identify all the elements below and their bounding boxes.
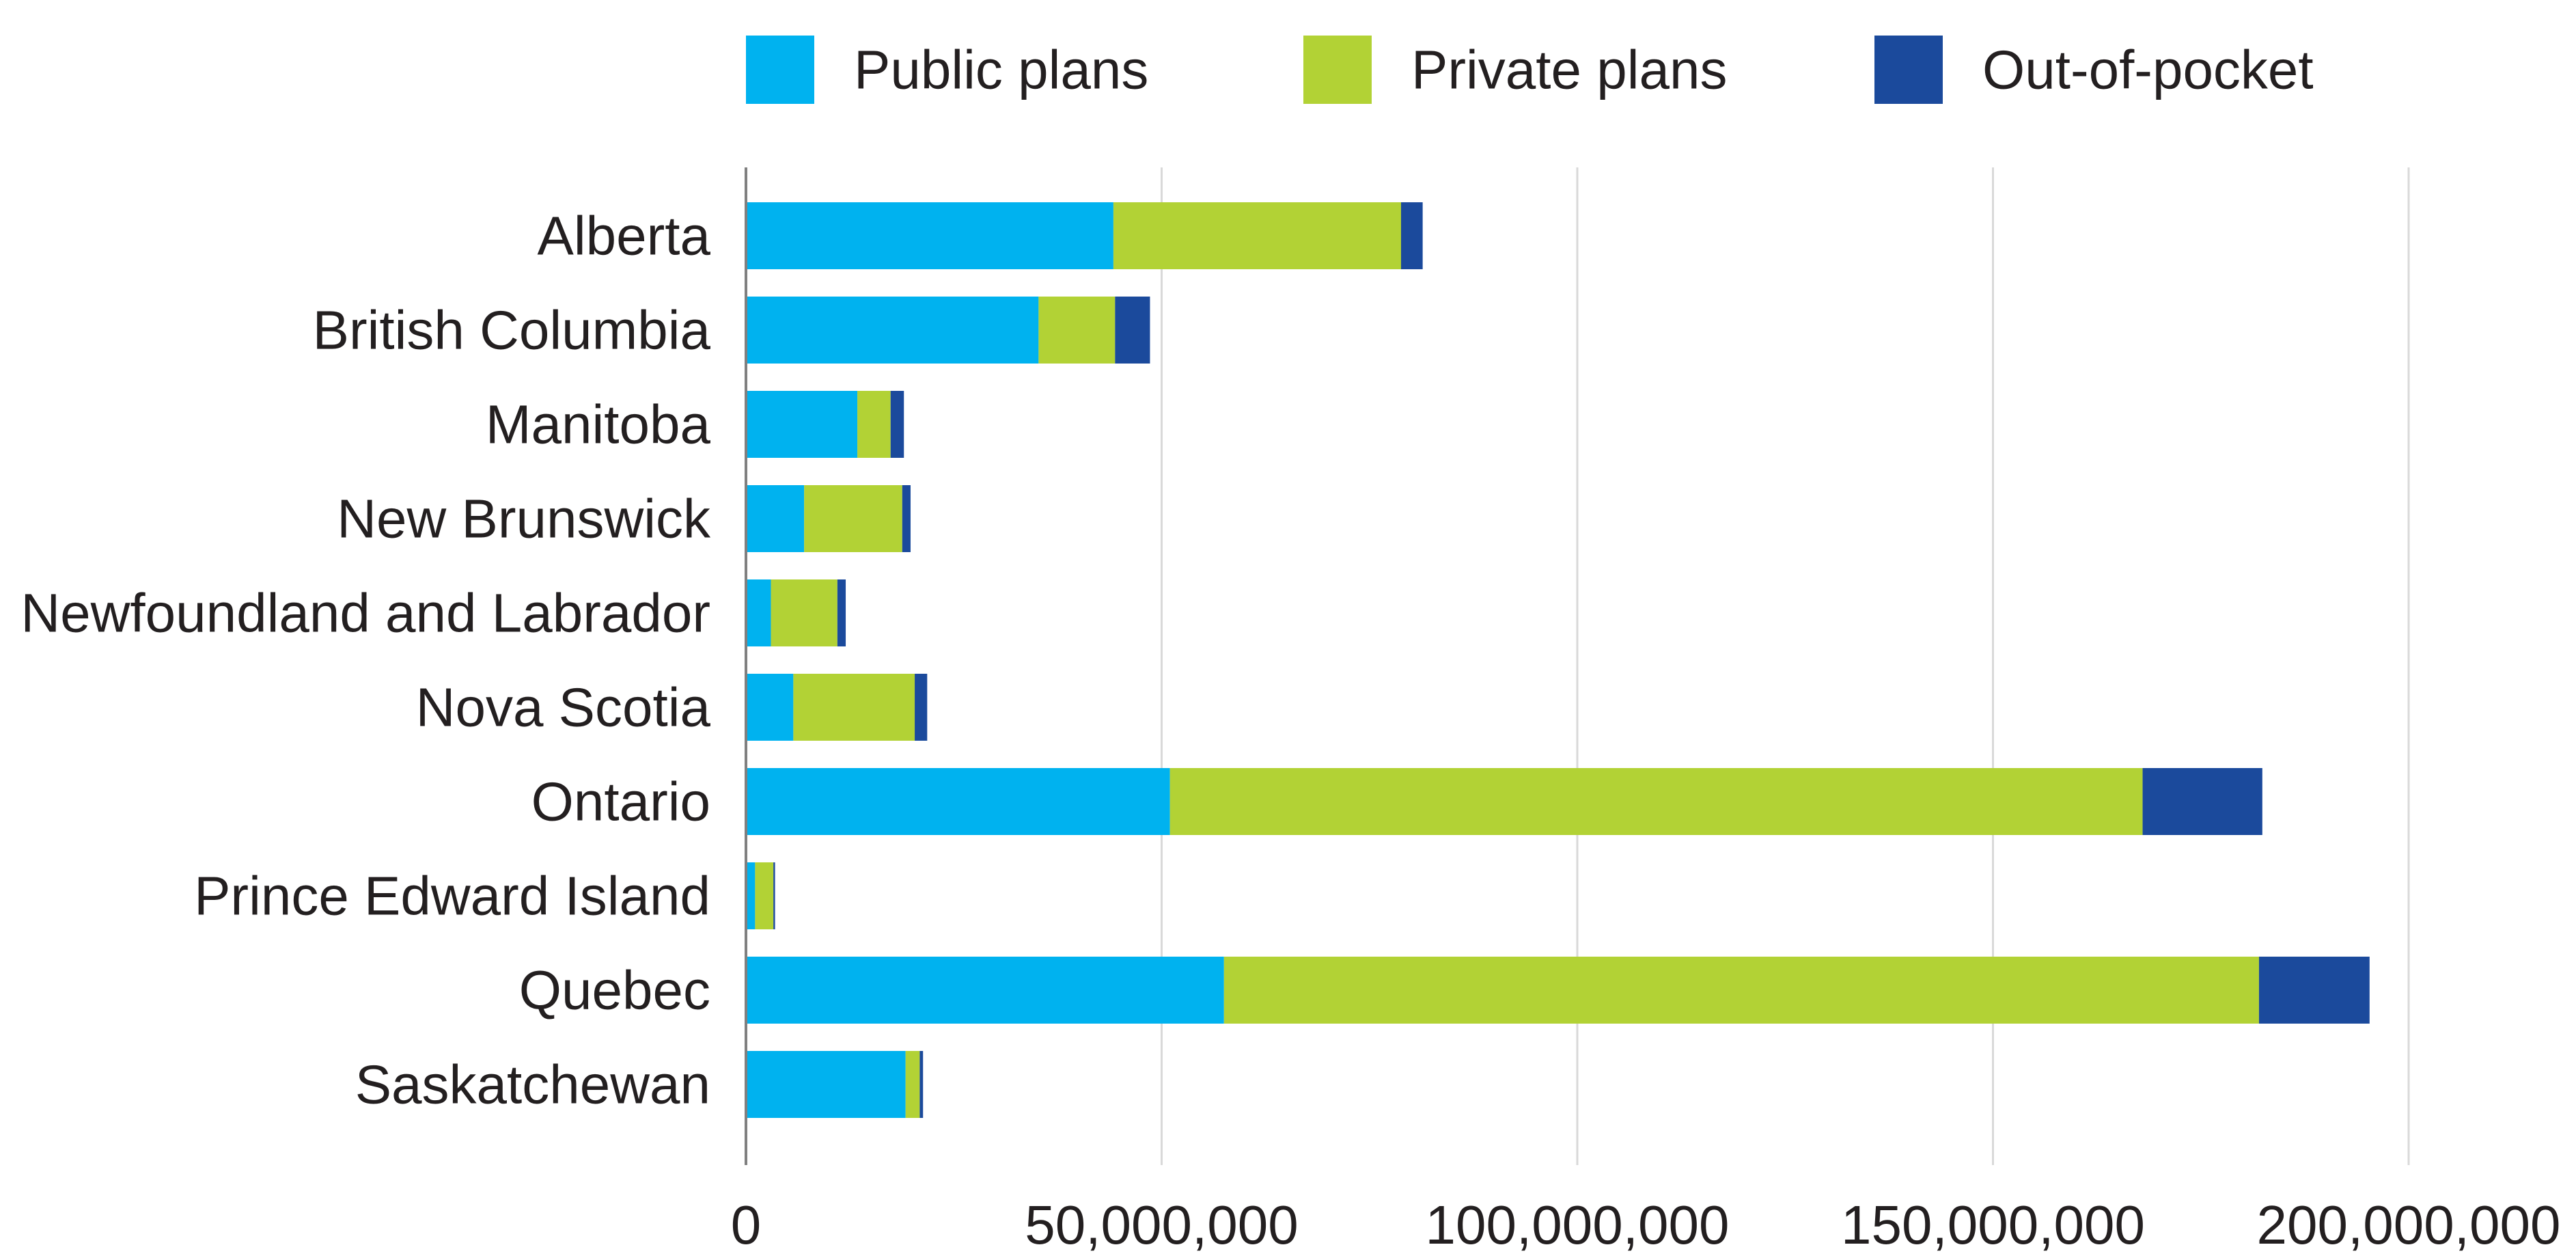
bar-british-columbia-out-of-pocket bbox=[1115, 297, 1150, 364]
bar-alberta-private-plans bbox=[1113, 202, 1401, 269]
bar-quebec-out-of-pocket bbox=[2258, 957, 2370, 1024]
legend-label-private-plans: Private plans bbox=[1411, 40, 1727, 100]
bar-nova-scotia-out-of-pocket bbox=[915, 674, 928, 741]
bar-new-brunswick-out-of-pocket bbox=[902, 485, 911, 552]
category-label-saskatchewan: Saskatchewan bbox=[355, 1054, 710, 1115]
bar-ontario-public-plans bbox=[746, 768, 1170, 835]
x-tick-label-4: 200,000,000 bbox=[2257, 1194, 2561, 1255]
category-label-ontario: Ontario bbox=[531, 771, 710, 832]
bar-saskatchewan-private-plans bbox=[905, 1051, 920, 1118]
x-tick-label-0: 0 bbox=[731, 1194, 762, 1255]
bar-nova-scotia-private-plans bbox=[793, 674, 915, 741]
bar-ontario-private-plans bbox=[1169, 768, 2143, 835]
legend-label-public-plans: Public plans bbox=[854, 40, 1148, 100]
bar-saskatchewan-out-of-pocket bbox=[919, 1051, 924, 1118]
bar-newfoundland-and-labrador-public-plans bbox=[746, 579, 771, 646]
category-label-alberta: Alberta bbox=[538, 206, 711, 266]
x-tick-label-1: 50,000,000 bbox=[1025, 1194, 1298, 1255]
bar-alberta-public-plans bbox=[746, 202, 1113, 269]
legend-swatch-private-plans bbox=[1303, 36, 1372, 104]
x-tick-labels: 0 50,000,000 100,000,000 150,000,000 200,000… bbox=[731, 1194, 2561, 1255]
category-label-quebec: Quebec bbox=[519, 960, 710, 1021]
bars bbox=[746, 202, 2370, 1118]
bar-manitoba-out-of-pocket bbox=[890, 391, 904, 458]
bar-prince-edward-island-public-plans bbox=[746, 862, 756, 929]
category-labels: Alberta British Columbia Manitoba New Bruns… bbox=[20, 206, 711, 1115]
bar-british-columbia-public-plans bbox=[746, 297, 1039, 364]
bar-saskatchewan-public-plans bbox=[746, 1051, 906, 1118]
category-label-newfoundland-and-labrador: Newfoundland and Labrador bbox=[20, 583, 710, 644]
legend-swatch-public-plans bbox=[746, 36, 814, 104]
bar-manitoba-private-plans bbox=[857, 391, 891, 458]
legend-swatch-out-of-pocket bbox=[1874, 36, 1943, 104]
x-tick-label-3: 150,000,000 bbox=[1841, 1194, 2145, 1255]
category-label-new-brunswick: New Brunswick bbox=[337, 489, 711, 549]
bar-quebec-public-plans bbox=[746, 957, 1224, 1024]
category-label-manitoba: Manitoba bbox=[486, 394, 711, 455]
bar-ontario-out-of-pocket bbox=[2142, 768, 2262, 835]
bar-new-brunswick-private-plans bbox=[804, 485, 902, 552]
bar-prince-edward-island-private-plans bbox=[755, 862, 774, 929]
category-label-nova-scotia: Nova Scotia bbox=[416, 677, 711, 738]
bar-prince-edward-island-out-of-pocket bbox=[773, 862, 775, 929]
x-tick-label-2: 100,000,000 bbox=[1426, 1194, 1730, 1255]
legend-label-out-of-pocket: Out-of-pocket bbox=[1982, 40, 2314, 100]
bar-newfoundland-and-labrador-private-plans bbox=[771, 579, 837, 646]
bar-british-columbia-private-plans bbox=[1038, 297, 1116, 364]
bar-quebec-private-plans bbox=[1223, 957, 2259, 1024]
bar-newfoundland-and-labrador-out-of-pocket bbox=[837, 579, 846, 646]
bar-manitoba-public-plans bbox=[746, 391, 858, 458]
bar-nova-scotia-public-plans bbox=[746, 674, 794, 741]
category-label-prince-edward-island: Prince Edward Island bbox=[194, 866, 710, 927]
legend: Public plans Private plans Out-of-pocket bbox=[746, 36, 2314, 104]
bar-new-brunswick-public-plans bbox=[746, 485, 805, 552]
category-label-british-columbia: British Columbia bbox=[313, 300, 711, 361]
bar-alberta-out-of-pocket bbox=[1400, 202, 1423, 269]
